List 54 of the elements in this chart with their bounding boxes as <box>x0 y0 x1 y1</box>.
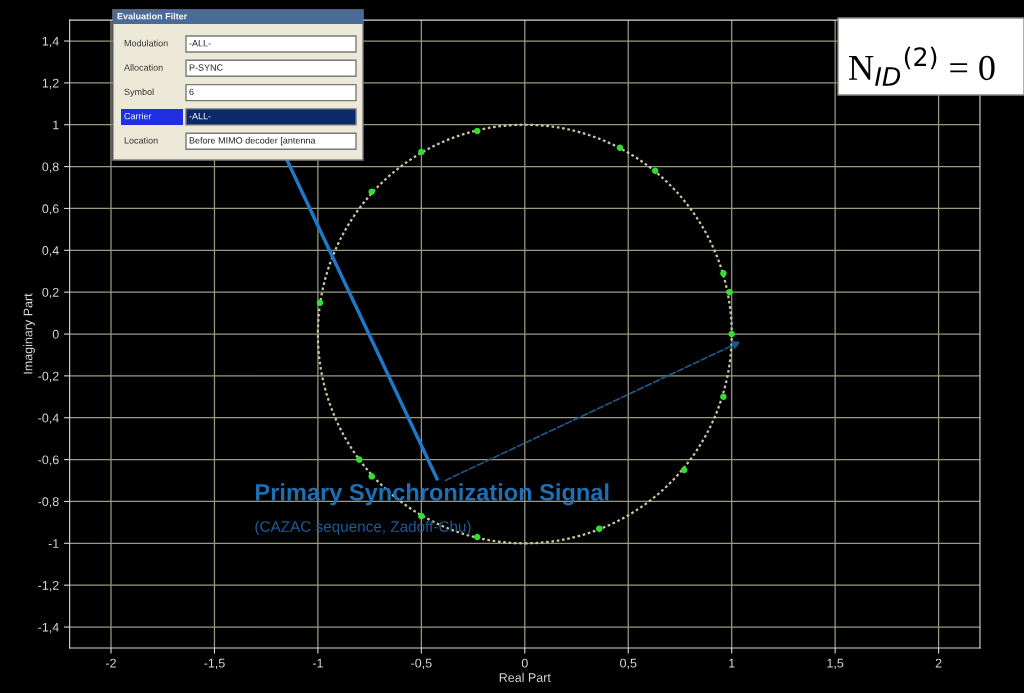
point <box>720 270 727 277</box>
x-tick-label: -2 <box>106 658 116 668</box>
y-tick-label: 0,4 <box>42 246 59 257</box>
annotation: -ALL- <box>189 40 211 47</box>
annotation: P-SYNC <box>189 64 223 71</box>
point <box>726 288 733 296</box>
y-tick-label: -1,4 <box>38 622 59 634</box>
annotation: Carrier <box>124 112 152 120</box>
point <box>316 299 324 306</box>
y-tick-label: -0,4 <box>38 413 59 424</box>
point <box>680 466 688 474</box>
y-axis-title: Imaginary Part <box>23 293 35 374</box>
point <box>418 512 425 520</box>
x-tick-label: -1 <box>312 658 323 668</box>
point <box>651 167 659 175</box>
x-tick-label: 1,5 <box>827 658 844 670</box>
annotation: Location <box>124 136 158 144</box>
point <box>368 473 375 480</box>
annotation: Before MIMO decoder [antenna <box>189 136 316 146</box>
y-tick-label: -1 <box>48 539 59 548</box>
y-tick-label: -0,8 <box>38 497 59 508</box>
point <box>728 330 735 338</box>
y-tick-label: 1,4 <box>42 36 59 48</box>
y-tick-label: 0 <box>52 329 59 339</box>
text: Evaluation Filter <box>117 12 188 20</box>
point <box>720 393 727 401</box>
y-tick-label: 0,6 <box>42 204 59 215</box>
x-tick-label: 0 <box>521 658 528 668</box>
y-tick-label: -0,6 <box>38 455 59 466</box>
annotation: Symbol <box>124 88 154 97</box>
y-tick-label: 0,2 <box>42 287 59 299</box>
x-axis-title: Real Part <box>499 672 551 682</box>
x-tick-label: 2 <box>935 658 942 668</box>
x-tick-label: -1,5 <box>204 658 225 670</box>
point <box>473 533 481 541</box>
x-tick-label: 1 <box>729 658 735 668</box>
y-tick-label: 1,2 <box>42 78 59 90</box>
x-tick-label: 0,5 <box>620 658 637 670</box>
annotation: Allocation <box>124 64 163 71</box>
point <box>418 148 425 156</box>
annotation: Modulation <box>124 39 168 47</box>
y-tick-label: -0,2 <box>38 371 59 383</box>
point <box>368 188 375 195</box>
point <box>473 127 481 135</box>
x-tick-label: -0,5 <box>411 658 432 670</box>
y-tick-label: -1,2 <box>38 580 59 592</box>
y-tick-label: 0,8 <box>42 162 59 173</box>
annotation: 6 <box>189 88 194 96</box>
y-tick-label: 1 <box>53 120 59 130</box>
point <box>596 525 603 532</box>
point <box>616 144 624 152</box>
annotation: -ALL- <box>189 113 211 120</box>
annotation: N$_{ID}$$^{(2)}$ = 0 <box>849 46 995 86</box>
point <box>356 456 363 463</box>
